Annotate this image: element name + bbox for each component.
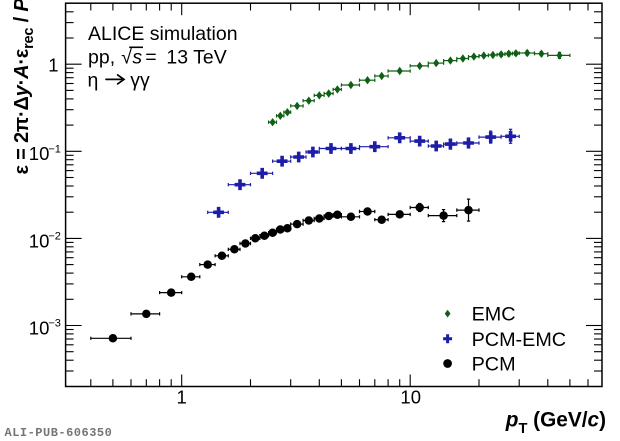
svg-text:√: √: [121, 47, 132, 69]
svg-text:PCM-EMC: PCM-EMC: [472, 329, 567, 351]
svg-text:=: =: [145, 47, 157, 69]
svg-text:ε = 2π·Δy·A·εrec / P: ε = 2π·Δy·A·εrec / P: [11, 0, 37, 174]
svg-text:ALI-PUB-606350: ALI-PUB-606350: [5, 426, 113, 440]
svg-text:γγ: γγ: [130, 70, 150, 92]
svg-text:PCM: PCM: [472, 353, 516, 375]
svg-text:ALICE simulation: ALICE simulation: [88, 23, 238, 45]
svg-text:10: 10: [400, 387, 421, 408]
svg-text:1: 1: [177, 387, 187, 408]
svg-text:1: 1: [48, 54, 58, 75]
svg-text:EMC: EMC: [472, 303, 516, 325]
svg-text:pT (GeV/c): pT (GeV/c): [505, 408, 606, 436]
svg-text:s: s: [132, 47, 142, 69]
svg-text:13 TeV: 13 TeV: [166, 47, 226, 69]
svg-text:pp,: pp,: [88, 47, 115, 69]
svg-text:η: η: [88, 70, 99, 92]
